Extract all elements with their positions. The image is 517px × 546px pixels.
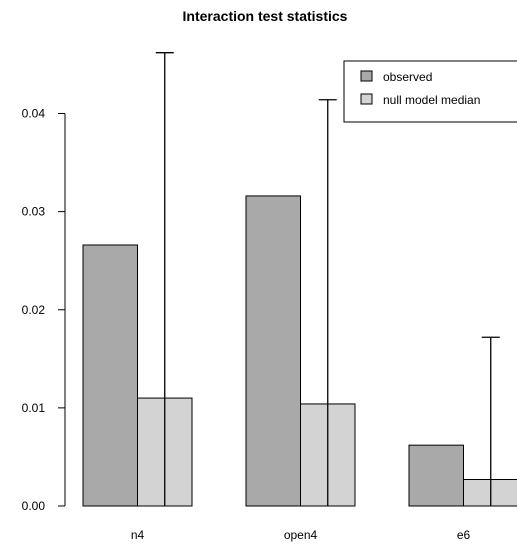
y-tick-label: 0.04: [22, 107, 46, 121]
chart-title: Interaction test statistics: [183, 8, 348, 24]
bar-observed-open4: [245, 195, 301, 507]
x-tick-labels: n4 open4 e6: [131, 528, 471, 542]
x-tick-label-n4: n4: [131, 528, 145, 542]
bar-observed-e6: [408, 444, 464, 507]
legend-box: [343, 60, 517, 123]
legend: observed null model median: [343, 60, 517, 123]
legend-swatch-0: [360, 70, 373, 82]
y-tick-label: 0.03: [22, 205, 46, 219]
bars-group: [82, 195, 517, 507]
x-tick-label-open4: open4: [284, 528, 318, 542]
legend-label-1: null model median: [383, 93, 480, 107]
y-tick-label: 0.00: [22, 499, 46, 513]
y-axis: 0.00 0.01 0.02 0.03 0.04: [22, 107, 66, 513]
legend-label-0: observed: [383, 70, 432, 84]
bar-observed-n4: [82, 244, 138, 507]
y-tick-label: 0.02: [22, 303, 46, 317]
x-tick-label-e6: e6: [457, 528, 471, 542]
y-tick-label: 0.01: [22, 401, 46, 415]
error-bars-group: [155, 52, 500, 506]
legend-swatch-1: [360, 93, 373, 105]
